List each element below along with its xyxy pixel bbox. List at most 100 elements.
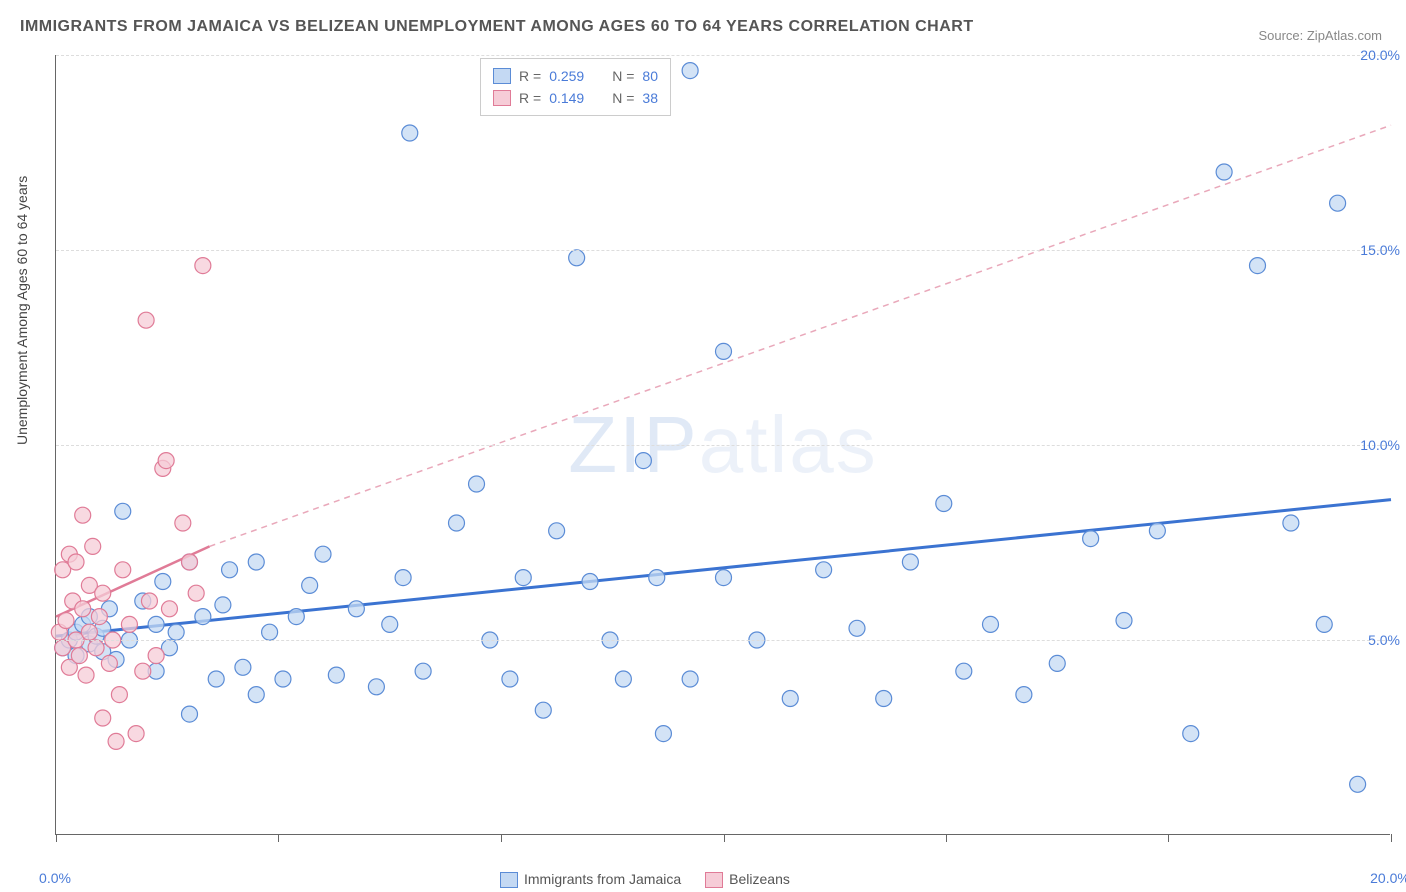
- data-point-belizeans: [182, 554, 198, 570]
- legend-n-value: 38: [642, 90, 658, 106]
- data-point-belizeans: [121, 616, 137, 632]
- data-point-jamaica: [1049, 655, 1065, 671]
- data-point-jamaica: [1116, 613, 1132, 629]
- legend-swatch: [493, 90, 511, 106]
- data-point-jamaica: [1083, 531, 1099, 547]
- legend-row-jamaica: R = 0.259 N = 80: [493, 65, 658, 87]
- data-point-jamaica: [148, 616, 164, 632]
- data-point-belizeans: [91, 609, 107, 625]
- data-point-jamaica: [682, 671, 698, 687]
- data-point-jamaica: [569, 250, 585, 266]
- legend-r-value: 0.149: [549, 90, 584, 106]
- y-tick-label: 10.0%: [1360, 437, 1400, 453]
- data-point-jamaica: [288, 609, 304, 625]
- legend-swatch: [500, 872, 518, 888]
- x-tick-label: 20.0%: [1370, 870, 1406, 886]
- data-point-belizeans: [71, 648, 87, 664]
- y-tick-label: 15.0%: [1360, 242, 1400, 258]
- data-point-jamaica: [1016, 687, 1032, 703]
- legend-item-jamaica: Immigrants from Jamaica: [500, 871, 681, 888]
- data-point-jamaica: [902, 554, 918, 570]
- data-point-jamaica: [1216, 164, 1232, 180]
- data-point-jamaica: [582, 574, 598, 590]
- legend-n-value: 80: [642, 68, 658, 84]
- data-point-jamaica: [649, 570, 665, 586]
- data-point-jamaica: [402, 125, 418, 141]
- data-point-belizeans: [68, 554, 84, 570]
- data-point-belizeans: [75, 507, 91, 523]
- legend-swatch: [493, 68, 511, 84]
- data-point-belizeans: [188, 585, 204, 601]
- data-point-belizeans: [128, 726, 144, 742]
- data-point-jamaica: [876, 691, 892, 707]
- data-point-belizeans: [195, 258, 211, 274]
- x-tick-label: 0.0%: [39, 870, 71, 886]
- data-point-belizeans: [138, 312, 154, 328]
- data-point-jamaica: [235, 659, 251, 675]
- data-point-belizeans: [95, 710, 111, 726]
- data-point-jamaica: [682, 63, 698, 79]
- data-point-jamaica: [415, 663, 431, 679]
- data-point-jamaica: [635, 453, 651, 469]
- data-point-jamaica: [208, 671, 224, 687]
- data-point-belizeans: [88, 640, 104, 656]
- data-point-jamaica: [1316, 616, 1332, 632]
- data-point-jamaica: [315, 546, 331, 562]
- x-tick: [501, 834, 502, 842]
- gridline: [56, 445, 1390, 446]
- y-tick-label: 20.0%: [1360, 47, 1400, 63]
- data-point-jamaica: [1250, 258, 1266, 274]
- data-point-jamaica: [849, 620, 865, 636]
- data-point-jamaica: [535, 702, 551, 718]
- data-point-jamaica: [936, 496, 952, 512]
- data-point-jamaica: [328, 667, 344, 683]
- legend-row-belizeans: R =0.149N =38: [493, 87, 658, 109]
- legend-n-label: N =: [612, 68, 634, 84]
- y-tick-label: 5.0%: [1368, 632, 1400, 648]
- data-point-jamaica: [395, 570, 411, 586]
- data-point-jamaica: [275, 671, 291, 687]
- data-point-belizeans: [58, 613, 74, 629]
- data-point-jamaica: [716, 343, 732, 359]
- data-point-belizeans: [108, 733, 124, 749]
- data-point-jamaica: [1149, 523, 1165, 539]
- data-point-jamaica: [549, 523, 565, 539]
- legend-label: Belizeans: [729, 871, 790, 887]
- data-point-jamaica: [368, 679, 384, 695]
- data-point-belizeans: [161, 601, 177, 617]
- data-point-belizeans: [111, 687, 127, 703]
- legend-correlation: R = 0.259 N = 80R = 0.149 N = 38: [480, 58, 671, 116]
- data-point-jamaica: [382, 616, 398, 632]
- data-point-jamaica: [983, 616, 999, 632]
- data-point-jamaica: [449, 515, 465, 531]
- data-point-jamaica: [502, 671, 518, 687]
- data-point-jamaica: [222, 562, 238, 578]
- data-point-jamaica: [782, 691, 798, 707]
- legend-r-value: 0.259: [549, 68, 584, 84]
- data-point-jamaica: [248, 554, 264, 570]
- data-point-jamaica: [816, 562, 832, 578]
- data-point-jamaica: [195, 609, 211, 625]
- data-point-jamaica: [182, 706, 198, 722]
- data-point-jamaica: [515, 570, 531, 586]
- data-point-jamaica: [262, 624, 278, 640]
- data-point-jamaica: [1183, 726, 1199, 742]
- plot-area: ZIPatlas: [55, 55, 1390, 835]
- data-point-jamaica: [469, 476, 485, 492]
- legend-r-label: R =: [519, 68, 541, 84]
- data-point-belizeans: [75, 601, 91, 617]
- data-point-jamaica: [1283, 515, 1299, 531]
- data-point-jamaica: [956, 663, 972, 679]
- data-point-belizeans: [115, 562, 131, 578]
- data-point-belizeans: [175, 515, 191, 531]
- data-point-belizeans: [135, 663, 151, 679]
- data-point-jamaica: [348, 601, 364, 617]
- data-point-jamaica: [1350, 776, 1366, 792]
- x-tick: [278, 834, 279, 842]
- data-point-belizeans: [78, 667, 94, 683]
- data-point-belizeans: [148, 648, 164, 664]
- data-point-belizeans: [158, 453, 174, 469]
- data-point-jamaica: [115, 503, 131, 519]
- data-point-jamaica: [1330, 195, 1346, 211]
- legend-n-label: N =: [612, 90, 634, 106]
